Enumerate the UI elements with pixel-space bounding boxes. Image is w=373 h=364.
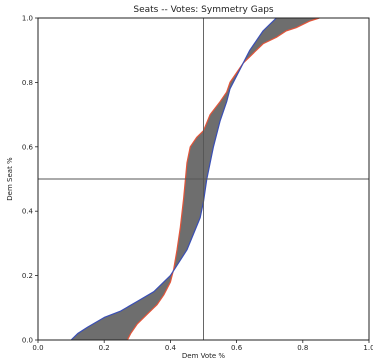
y-tick-label: 0.8 xyxy=(22,79,33,87)
plot-frame xyxy=(37,17,370,341)
y-tick-label: 0.2 xyxy=(22,272,33,280)
reference-lines xyxy=(38,18,369,340)
y-tick-label: 0.4 xyxy=(22,208,34,216)
y-tick-label: 0.0 xyxy=(22,337,33,345)
x-axis-label: Dem Vote % xyxy=(182,352,226,360)
x-tick-label: 0.4 xyxy=(165,344,177,352)
x-tick-label: 1.0 xyxy=(363,344,373,352)
y-axis-label: Dem Seat % xyxy=(6,157,14,201)
chart-title: Seats -- Votes: Symmetry Gaps xyxy=(133,5,274,15)
axis-ticks: 0.0 0.2 0.4 0.6 0.8 1.0 0.0 0.2 0.4 0.6 0.8 1.0 xyxy=(22,15,373,353)
y-tick-label: 1.0 xyxy=(22,15,33,23)
x-tick-label: 0.8 xyxy=(297,344,308,352)
series-line-blue xyxy=(70,17,277,341)
y-tick-label: 0.6 xyxy=(22,143,34,151)
x-tick-label: 0.6 xyxy=(231,344,243,352)
x-tick-label: 0.2 xyxy=(99,344,110,352)
x-tick-label: 0.0 xyxy=(32,344,43,352)
